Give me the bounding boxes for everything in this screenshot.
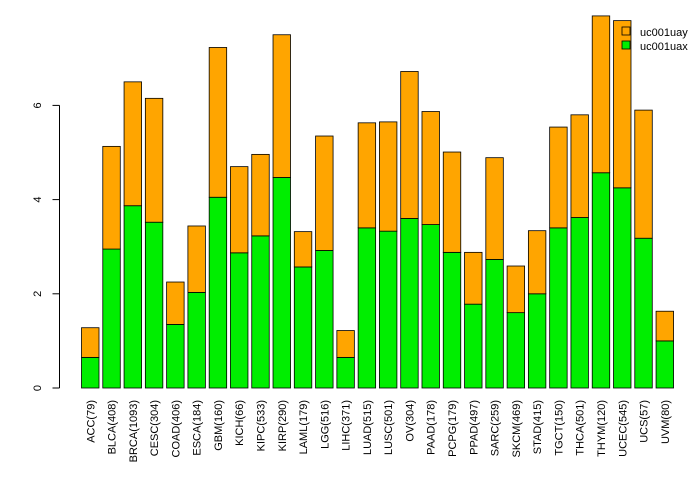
bar-uc001uax-16 (421, 224, 440, 389)
bar-uc001uay-10 (293, 231, 313, 268)
x-category-label: PAAD(178) (426, 400, 438, 455)
bar-uc001uax-6 (208, 196, 228, 389)
bar-uc001uax-22 (549, 227, 568, 389)
y-axis: 0 2 4 6 (32, 102, 60, 391)
x-category-label: LAML(179) (298, 400, 310, 454)
bar-uc001uax-11 (315, 250, 334, 389)
bar-uc001uay-5 (187, 225, 206, 293)
x-category-label: KIPC(533) (255, 400, 267, 451)
bar-uc001uay-22 (549, 126, 568, 229)
bar-uc001uax-19 (485, 259, 504, 389)
bar-uc001uax-25 (613, 187, 632, 389)
bar-uc001uay-0 (81, 327, 100, 358)
bar-uc001uax-3 (144, 221, 164, 389)
x-category-label: SKCM(469) (511, 400, 523, 457)
bar-uc001uay-4 (166, 281, 185, 325)
bar-uc001uay-27 (655, 310, 674, 342)
x-category-label: SARC(259) (490, 400, 502, 456)
bar-uc001uay-18 (464, 251, 483, 305)
x-category-label: BLCA(408) (107, 400, 119, 454)
legend-swatch-uc001uay (621, 26, 631, 36)
bar-uc001uay-23 (570, 114, 589, 218)
x-category-label: ACC(79) (85, 400, 97, 443)
bar-uc001uax-17 (442, 251, 462, 389)
bar-uc001uay-26 (634, 109, 653, 239)
bar-uc001uax-18 (464, 303, 483, 389)
x-category-label: UVM(80) (660, 400, 672, 444)
legend-label-uc001uay: uc001uay (640, 27, 688, 39)
x-category-label: LGG(516) (319, 400, 331, 449)
legend-swatch-uc001uax (621, 40, 631, 50)
bar-uc001uay-13 (357, 122, 377, 229)
x-category-label: UCEC(545) (617, 400, 629, 457)
bars-group (81, 15, 674, 389)
bar-uc001uax-27 (655, 340, 674, 389)
bar-uc001uay-25 (613, 20, 632, 189)
x-category-label: STAD(415) (532, 400, 544, 454)
bar-uc001uax-0 (81, 356, 100, 389)
bar-uc001uay-14 (379, 121, 398, 232)
bar-uc001uax-4 (166, 324, 185, 389)
bar-uc001uay-17 (442, 151, 462, 253)
bar-uc001uax-14 (379, 230, 398, 389)
x-category-label: THYM(120) (596, 400, 608, 457)
bar-uc001uax-20 (506, 312, 526, 389)
bar-uc001uay-24 (591, 15, 611, 174)
y-tick-label-4: 4 (32, 197, 44, 203)
legend: uc001uay uc001uax (621, 26, 688, 53)
x-category-label: CESC(304) (149, 400, 161, 456)
x-category-label: TGCT(150) (553, 400, 565, 456)
bar-uc001uax-26 (634, 237, 653, 389)
x-category-label: COAD(406) (170, 400, 182, 457)
bar-uc001uax-2 (123, 205, 142, 389)
bar-uc001uax-7 (230, 252, 249, 389)
x-axis-labels: ACC(79) BLCA(408) BRCA(1093) CESC(304) COAD(… (85, 400, 672, 462)
bar-uc001uax-5 (187, 291, 206, 389)
bar-uc001uax-8 (251, 235, 270, 389)
x-category-label: GBM(160) (213, 400, 225, 451)
bar-uc001uay-21 (527, 230, 547, 295)
x-category-label: BRCA(1093) (128, 400, 140, 462)
legend-label-uc001uax: uc001uax (640, 41, 688, 53)
x-category-label: PCPG(179) (447, 400, 459, 457)
y-tick-label-6: 6 (32, 102, 44, 108)
x-category-label: ESCA(184) (192, 400, 204, 456)
bar-uc001uay-3 (144, 97, 164, 223)
bar-uc001uax-15 (400, 218, 419, 389)
x-category-label: KICH(66) (234, 400, 246, 446)
bar-uc001uay-16 (421, 111, 440, 225)
bar-uc001uax-23 (570, 217, 589, 389)
bar-uc001uay-9 (272, 34, 291, 178)
bar-uc001uax-24 (591, 172, 611, 389)
y-tick-label-2: 2 (32, 291, 44, 297)
x-category-label: PPAD(497) (468, 400, 480, 455)
bar-uc001uay-20 (506, 265, 526, 314)
x-category-label: THCA(501) (575, 400, 587, 456)
bar-uc001uay-6 (208, 47, 228, 198)
bar-uc001uay-1 (102, 145, 121, 250)
bar-uc001uax-9 (272, 177, 291, 389)
bar-uc001uax-13 (357, 227, 377, 389)
bar-uc001uay-19 (485, 157, 504, 260)
bar-uc001uay-15 (400, 71, 419, 219)
x-category-label: OV(304) (404, 400, 416, 442)
x-category-label: LUSC(501) (383, 400, 395, 455)
x-category-label: LIHC(371) (341, 400, 353, 451)
y-tick-label-0: 0 (32, 385, 44, 391)
x-category-label: UCS(57) (639, 400, 651, 443)
x-category-label: KIRP(290) (277, 400, 289, 451)
bar-uc001uay-8 (251, 153, 270, 237)
x-category-label: LUAD(515) (362, 400, 374, 455)
bar-uc001uax-21 (527, 293, 547, 389)
bar-uc001uay-7 (230, 166, 249, 254)
bar-uc001uax-1 (102, 248, 121, 389)
bar-uc001uax-10 (293, 266, 313, 389)
bar-uc001uay-12 (336, 330, 355, 358)
bar-uc001uax-12 (336, 356, 355, 389)
bar-uc001uay-2 (123, 81, 142, 207)
bar-uc001uay-11 (315, 135, 334, 251)
